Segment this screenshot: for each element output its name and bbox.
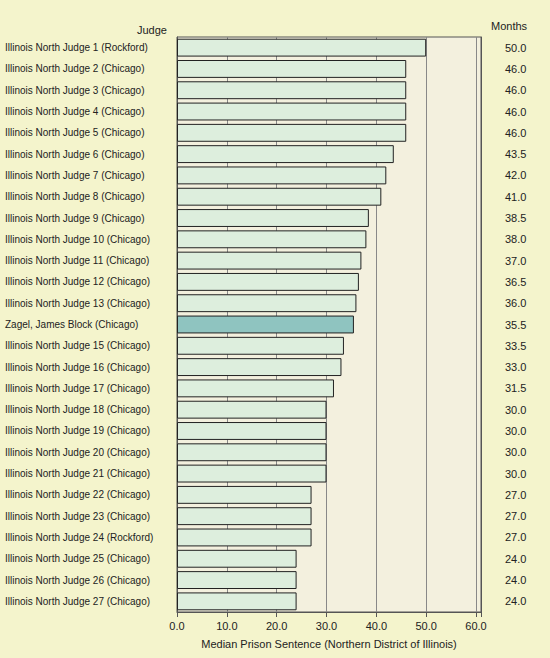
svg-text:33.0: 33.0 [505, 361, 526, 373]
svg-text:38.5: 38.5 [505, 212, 526, 224]
svg-text:20.0: 20.0 [266, 620, 287, 632]
svg-text:50.0: 50.0 [415, 620, 436, 632]
svg-text:Illinois North Judge 10 (Chica: Illinois North Judge 10 (Chicago) [5, 234, 150, 245]
svg-text:Illinois North Judge 13 (Chica: Illinois North Judge 13 (Chicago) [5, 298, 150, 309]
svg-text:Illinois North Judge 6 (Chicag: Illinois North Judge 6 (Chicago) [5, 149, 145, 160]
svg-text:46.0: 46.0 [505, 127, 526, 139]
svg-text:Illinois North Judge 26 (Chica: Illinois North Judge 26 (Chicago) [5, 575, 150, 586]
svg-text:38.0: 38.0 [505, 233, 526, 245]
svg-text:Illinois North Judge 4 (Chicag: Illinois North Judge 4 (Chicago) [5, 106, 145, 117]
svg-text:Zagel, James Block (Chicago): Zagel, James Block (Chicago) [5, 319, 138, 330]
svg-text:46.0: 46.0 [505, 63, 526, 75]
svg-text:33.5: 33.5 [505, 340, 526, 352]
svg-text:Illinois North Judge 2 (Chicag: Illinois North Judge 2 (Chicago) [5, 63, 145, 74]
svg-text:Illinois North Judge 25 (Chica: Illinois North Judge 25 (Chicago) [5, 553, 150, 564]
svg-text:37.0: 37.0 [505, 255, 526, 267]
svg-text:Illinois North Judge 23 (Chica: Illinois North Judge 23 (Chicago) [5, 511, 150, 522]
svg-text:27.0: 27.0 [505, 531, 526, 543]
svg-text:43.5: 43.5 [505, 148, 526, 160]
svg-text:Illinois North Judge 5 (Chicag: Illinois North Judge 5 (Chicago) [5, 127, 145, 138]
svg-text:46.0: 46.0 [505, 84, 526, 96]
svg-text:Illinois North Judge 20 (Chica: Illinois North Judge 20 (Chicago) [5, 447, 150, 458]
svg-text:Illinois North Judge 18 (Chica: Illinois North Judge 18 (Chicago) [5, 404, 150, 415]
svg-text:Illinois North Judge 7 (Chicag: Illinois North Judge 7 (Chicago) [5, 170, 145, 181]
svg-text:41.0: 41.0 [505, 191, 526, 203]
svg-text:24.0: 24.0 [505, 553, 526, 565]
svg-text:Median Prison Sentence (Northe: Median Prison Sentence (Northern Distric… [201, 638, 457, 650]
svg-text:0.0: 0.0 [169, 620, 184, 632]
svg-text:35.5: 35.5 [505, 319, 526, 331]
svg-text:Illinois North Judge 19 (Chica: Illinois North Judge 19 (Chicago) [5, 425, 150, 436]
svg-text:Illinois North Judge 22 (Chica: Illinois North Judge 22 (Chicago) [5, 489, 150, 500]
svg-text:30.0: 30.0 [505, 404, 526, 416]
svg-text:27.0: 27.0 [505, 489, 526, 501]
svg-text:40.0: 40.0 [366, 620, 387, 632]
svg-text:Illinois North Judge 17 (Chica: Illinois North Judge 17 (Chicago) [5, 383, 150, 394]
svg-text:Illinois North Judge 3 (Chicag: Illinois North Judge 3 (Chicago) [5, 85, 145, 96]
svg-text:30.0: 30.0 [316, 620, 337, 632]
svg-text:Illinois North Judge 11 (Chica: Illinois North Judge 11 (Chicago) [5, 255, 149, 266]
svg-text:10.0: 10.0 [216, 620, 237, 632]
svg-text:Judge: Judge [137, 24, 167, 36]
svg-text:30.0: 30.0 [505, 468, 526, 480]
svg-text:Illinois North Judge 9 (Chicag: Illinois North Judge 9 (Chicago) [5, 213, 145, 224]
svg-text:Illinois North Judge 1 (Rockfo: Illinois North Judge 1 (Rockford) [5, 42, 148, 53]
svg-text:Illinois North Judge 16 (Chica: Illinois North Judge 16 (Chicago) [5, 362, 150, 373]
svg-text:Illinois North Judge 27 (Chica: Illinois North Judge 27 (Chicago) [5, 596, 150, 607]
svg-text:36.0: 36.0 [505, 297, 526, 309]
svg-text:50.0: 50.0 [505, 42, 526, 54]
svg-text:24.0: 24.0 [505, 595, 526, 607]
svg-text:60.0: 60.0 [465, 620, 486, 632]
svg-text:30.0: 30.0 [505, 425, 526, 437]
svg-text:27.0: 27.0 [505, 510, 526, 522]
svg-text:Illinois North Judge 15 (Chica: Illinois North Judge 15 (Chicago) [5, 340, 150, 351]
svg-text:Illinois North Judge 21 (Chica: Illinois North Judge 21 (Chicago) [5, 468, 150, 479]
svg-text:36.5: 36.5 [505, 276, 526, 288]
svg-text:Illinois North Judge 8 (Chicag: Illinois North Judge 8 (Chicago) [5, 191, 145, 202]
svg-text:42.0: 42.0 [505, 169, 526, 181]
svg-text:Illinois North Judge 12 (Chica: Illinois North Judge 12 (Chicago) [5, 276, 150, 287]
svg-text:24.0: 24.0 [505, 574, 526, 586]
svg-text:46.0: 46.0 [505, 106, 526, 118]
svg-text:30.0: 30.0 [505, 446, 526, 458]
svg-text:Illinois North Judge 24 (Rockf: Illinois North Judge 24 (Rockford) [5, 532, 153, 543]
svg-text:31.5: 31.5 [505, 382, 526, 394]
svg-text:Months: Months [491, 20, 528, 32]
